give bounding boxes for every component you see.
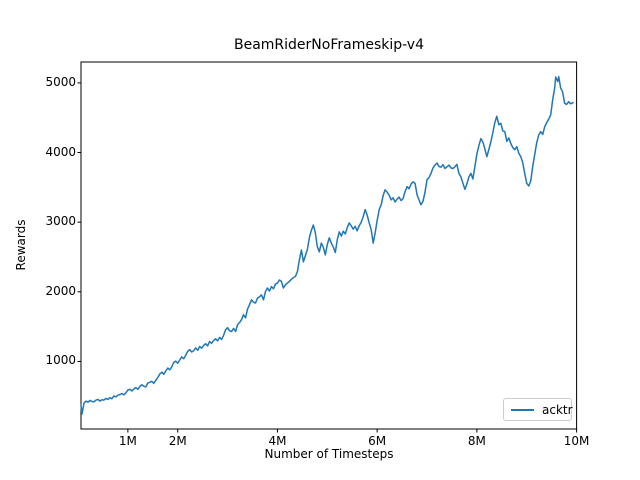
y-tick-label: 2000 [45,283,76,298]
legend-line-sample [511,408,534,411]
y-tick-label: 5000 [45,74,76,89]
x-tick-label: 4M [268,434,287,448]
series-line-acktr [80,75,574,415]
legend-label: acktr [542,402,573,417]
x-axis-label: Number of Timesteps [264,447,394,461]
tick-marks [77,82,578,433]
axes-frame [80,61,578,430]
y-tick-label: 4000 [45,144,76,159]
x-tick-label: 8M [467,434,486,448]
legend: acktr [503,398,573,421]
x-tick-label: 1M [118,434,137,448]
chart-title: BeamRiderNoFrameskip-v4 [233,37,424,53]
y-tick-label: 3000 [45,214,76,229]
x-tick-label: 6M [368,434,387,448]
x-tick-label: 2M [168,434,187,448]
x-tick-label: 10M [563,434,590,448]
y-tick-label: 1000 [45,353,76,368]
